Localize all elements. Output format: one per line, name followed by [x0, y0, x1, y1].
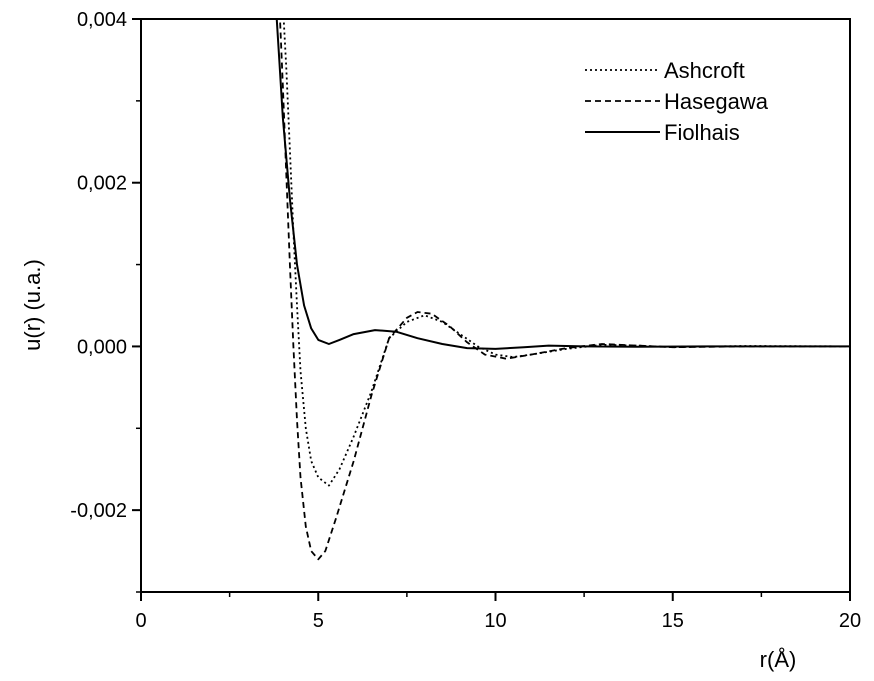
x-tick-label: 5: [313, 610, 324, 632]
x-tick-label: 15: [662, 610, 684, 632]
series-line-hasegawa: [279, 19, 850, 561]
series-layer: [275, 19, 850, 561]
y-tick-label: -0,002: [70, 500, 127, 522]
legend-label-ashcroft: Ashcroft: [664, 58, 745, 83]
y-tick-label: 0,002: [77, 173, 127, 195]
x-tick-label: 20: [839, 610, 861, 632]
legend-label-fiolhais: Fiolhais: [664, 120, 740, 145]
series-line-ashcroft: [282, 19, 850, 487]
x-axis-label: r(Å): [760, 647, 797, 672]
y-tick-label: 0,000: [77, 336, 127, 358]
y-axis-ticks: 0,004 0,002 0,000 -0,002: [70, 9, 141, 593]
series-line-fiolhais: [275, 19, 850, 350]
legend: Ashcroft Hasegawa Fiolhais: [585, 58, 769, 145]
legend-label-hasegawa: Hasegawa: [664, 89, 769, 114]
x-tick-label: 10: [484, 610, 506, 632]
y-axis-label: u(r) (u.a.): [20, 259, 45, 351]
x-tick-label: 0: [135, 610, 146, 632]
y-tick-label: 0,004: [77, 9, 127, 31]
x-axis-ticks: 0 5 10 15 20: [135, 592, 861, 632]
